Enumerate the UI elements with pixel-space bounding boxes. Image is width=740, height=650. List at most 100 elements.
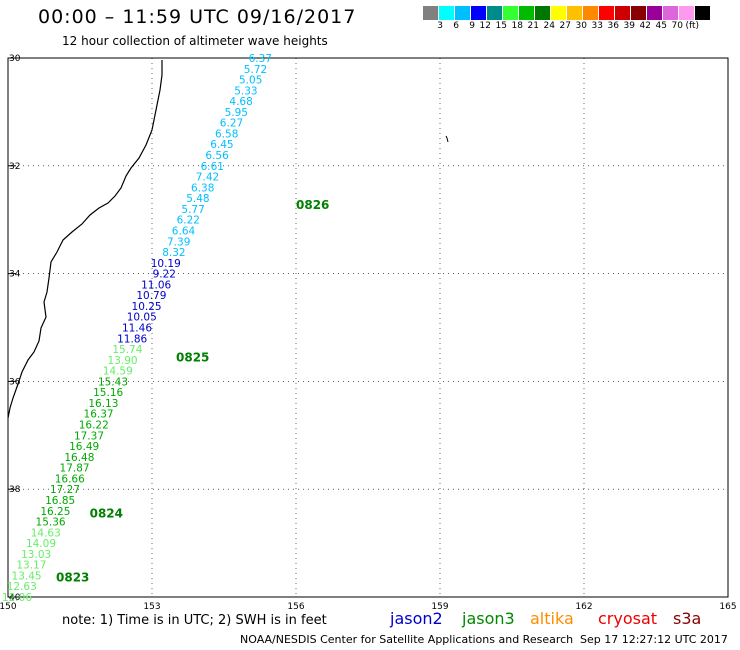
swh-value-label: 5.48 [186, 193, 209, 205]
swh-value-label: 16.22 [79, 420, 109, 432]
swh-value-label: 6.61 [201, 161, 224, 173]
swh-value-label: 15.43 [98, 376, 128, 388]
swh-value-label: 16.66 [55, 473, 85, 485]
swh-value-label: 11.46 [122, 323, 152, 335]
color-scale-label: 18 [511, 21, 523, 31]
swh-value-label: 14.63 [31, 527, 61, 539]
color-swatch [551, 6, 567, 20]
color-swatch [535, 6, 551, 20]
swh-value-label: 10.05 [127, 312, 157, 324]
color-scale-label: 6 [453, 21, 459, 31]
swh-value-label: 16.48 [64, 452, 94, 464]
swh-value-label: 10.25 [132, 301, 162, 313]
lon-tick-label: 150 [0, 602, 17, 612]
swh-value-label: 10.19 [151, 258, 181, 270]
lon-tick-label: 153 [143, 602, 160, 612]
swh-value-label: 16.37 [84, 409, 114, 421]
color-swatch [487, 6, 503, 20]
swh-value-label: 12.63 [7, 581, 37, 593]
swh-value-label: 13.03 [21, 549, 51, 561]
swh-value-label: 10.79 [136, 290, 166, 302]
color-scale-label: 21 [527, 21, 539, 31]
color-scale-label: 30 [575, 21, 587, 31]
color-swatch [439, 6, 455, 20]
swh-value-label: 17.27 [50, 484, 80, 496]
lon-tick-label: 159 [431, 602, 448, 612]
color-swatch [519, 6, 535, 20]
swh-value-label: 16.13 [88, 398, 118, 410]
swh-value-label: 6.56 [205, 150, 229, 162]
color-scale-label: 27 [559, 21, 571, 31]
color-scale-label: 3 [437, 21, 443, 31]
coastline [7, 60, 449, 419]
swh-value-label: 5.77 [181, 204, 204, 216]
color-scale-label: 45 [655, 21, 667, 31]
note-text: note: 1) Time is in UTC; 2) SWH is in fe… [62, 613, 327, 628]
swh-value-label: 7.42 [196, 172, 219, 184]
color-scale-label: 39 [623, 21, 635, 31]
page-title: 00:00 – 11:59 UTC 09/16/2017 [38, 6, 357, 28]
swh-value-label: 11.86 [117, 333, 147, 345]
lat-tick-label: 30 [9, 54, 21, 64]
legend-jason3: jason3 [462, 609, 515, 628]
legend-jason2: jason2 [390, 609, 443, 628]
lat-tick-label: 38 [9, 485, 21, 495]
color-scale-label: 15 [495, 21, 507, 31]
swh-value-label: 9.22 [153, 269, 176, 281]
lat-tick-label: 34 [9, 270, 21, 280]
color-swatch [663, 6, 679, 20]
color-scale-label: 70 [671, 21, 683, 31]
color-swatch [423, 6, 439, 20]
swh-value-label: 5.72 [244, 64, 267, 76]
color-scale-label: 24 [543, 21, 555, 31]
swh-value-label: 13.45 [12, 570, 42, 582]
pass-time-label: 0825 [176, 351, 209, 365]
color-scale-label: 9 [469, 21, 475, 31]
color-swatch [503, 6, 519, 20]
color-swatch [679, 6, 695, 20]
legend-cryosat: cryosat [598, 609, 658, 628]
lat-tick-label: 32 [9, 162, 20, 172]
lon-tick-label: 165 [719, 602, 736, 612]
color-swatch [599, 6, 615, 20]
swh-value-label: 6.22 [177, 215, 200, 227]
legend-s3a: s3a [673, 609, 702, 628]
color-swatch [567, 6, 583, 20]
color-swatch [615, 6, 631, 20]
credit-timestamp: Sep 17 12:27:12 UTC 2017 [580, 633, 728, 646]
lon-tick-label: 162 [575, 602, 592, 612]
color-scale-label: 42 [639, 21, 651, 31]
swh-value-label: 12.06 [2, 592, 32, 604]
swh-value-label: 5.33 [234, 85, 257, 97]
swh-value-label: 4.68 [229, 96, 252, 108]
swh-value-label: 13.17 [16, 560, 46, 572]
swh-value-label: 17.87 [60, 463, 90, 475]
color-swatch [695, 6, 711, 20]
color-scale-label: 33 [591, 21, 603, 31]
swh-value-label: 6.27 [220, 118, 243, 130]
color-scale-label: (ft) [685, 21, 699, 31]
swh-value-label: 16.25 [40, 506, 70, 518]
color-scale: 3 6 9 12 15 18 21 24 27 30 33 36 39 42 45 70 (ft) [423, 6, 711, 32]
lat-tick-label: 40 [9, 593, 21, 603]
pass-time-label: 0823 [56, 571, 89, 585]
graticule: 150 153 156 159 162 165 30 32 34 36 38 40 [0, 54, 737, 612]
color-scale-label: 36 [607, 21, 619, 31]
color-swatch [471, 6, 487, 20]
legend-altika: altika [530, 609, 574, 628]
color-swatch [583, 6, 599, 20]
swh-value-label: 17.37 [74, 430, 104, 442]
swh-value-label: 13.90 [108, 355, 138, 367]
pass-time-label: 0826 [296, 198, 329, 212]
swh-value-label: 6.37 [249, 53, 272, 65]
altimeter-tracks: 6.375.725.055.334.685.956.276.586.456.56… [2, 53, 329, 604]
credit-text: NOAA/NESDIS Center for Satellite Applica… [240, 633, 574, 646]
color-swatch [631, 6, 647, 20]
color-scale-labels: 3 6 9 12 15 18 21 24 27 30 33 36 39 42 45 70 (ft) [423, 20, 711, 32]
color-scale-label: 12 [479, 21, 491, 31]
color-scale-swatches [423, 6, 711, 20]
swh-value-label: 6.64 [172, 225, 196, 237]
pass-time-label: 0824 [90, 506, 123, 520]
lat-tick-label: 36 [9, 377, 21, 387]
